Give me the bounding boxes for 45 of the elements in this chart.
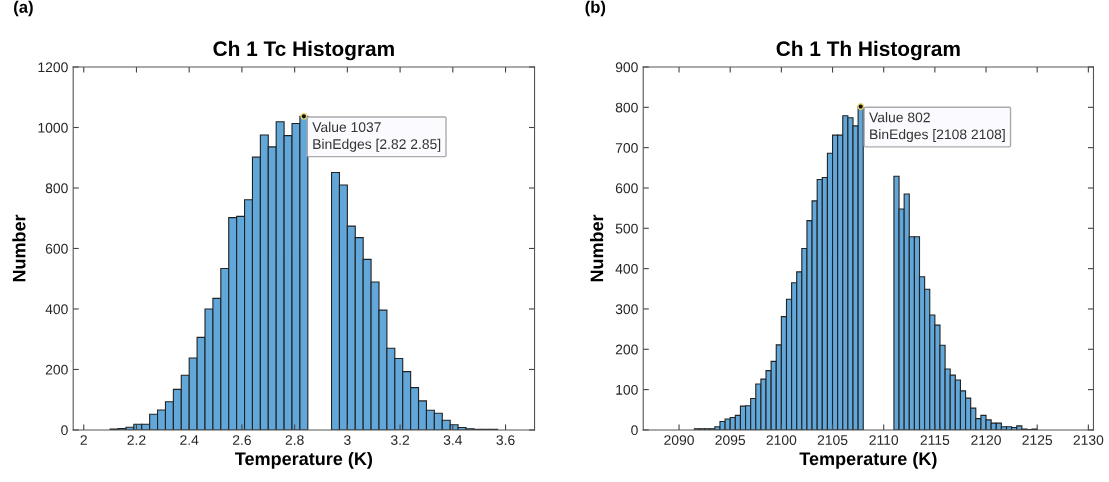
- y-tick-label: 100: [616, 384, 638, 395]
- y-tick-label: 700: [615, 142, 638, 153]
- y-tick-label: 800: [45, 183, 68, 194]
- y-tick-label: 0: [61, 425, 68, 436]
- y-tick-label: 600: [615, 183, 638, 194]
- y-tick-label: 300: [615, 304, 638, 315]
- x-tick-label: 2095: [715, 435, 746, 446]
- y-tick-label: 200: [615, 344, 638, 355]
- y-tick-label: 800: [615, 102, 638, 113]
- x-tick-label: 2105: [817, 435, 848, 446]
- x-tick-label: 2115: [920, 435, 950, 446]
- x-tick-label: 2120: [971, 435, 1001, 446]
- x-tick-label: 3: [344, 435, 351, 446]
- y-axis-title: Number: [590, 214, 604, 282]
- text: (b): [585, 0, 606, 17]
- y-tick-label: 500: [615, 223, 638, 234]
- x-axis-title: Temperature (K): [799, 451, 937, 469]
- x-tick-label: 2.2: [127, 435, 146, 445]
- x-tick-label: 3.6: [496, 435, 515, 446]
- y-tick-label: 1200: [38, 62, 68, 73]
- y-tick-label: 0: [631, 425, 638, 436]
- x-tick-label: 2130: [1073, 435, 1104, 446]
- y-tick-label: 900: [615, 62, 638, 73]
- y-tick-label: 400: [45, 304, 68, 315]
- x-tick-label: 3.2: [390, 435, 410, 446]
- x-tick-label: 3.4: [443, 435, 463, 446]
- x-tick-label: 2090: [664, 435, 694, 446]
- annotation: Value 802 BinEdges [2108 2108]: [869, 112, 1005, 142]
- x-tick-label: 2125: [1022, 435, 1053, 446]
- x-axis-title: Temperature (K): [235, 451, 373, 469]
- x-tick-label: 2: [80, 435, 87, 445]
- annotation: Value 1037 BinEdges [2.82 2.85]: [312, 121, 441, 152]
- y-tick-label: 400: [615, 263, 638, 274]
- chart-title: Ch 1 Tc Histogram: [213, 40, 394, 61]
- chart-title: Ch 1 Th Histogram: [776, 40, 960, 61]
- x-tick-label: 2110: [869, 435, 899, 446]
- text: (a): [14, 0, 33, 17]
- x-tick-label: 2.6: [232, 435, 251, 446]
- y-tick-label: 200: [45, 364, 68, 375]
- y-tick-label: 600: [45, 243, 68, 254]
- y-tick-label: 1000: [38, 122, 68, 133]
- x-tick-label: 2.8: [285, 435, 304, 446]
- y-axis-title: Number: [12, 214, 26, 282]
- x-tick-label: 2.4: [180, 435, 199, 445]
- x-tick-label: 2100: [766, 435, 797, 446]
